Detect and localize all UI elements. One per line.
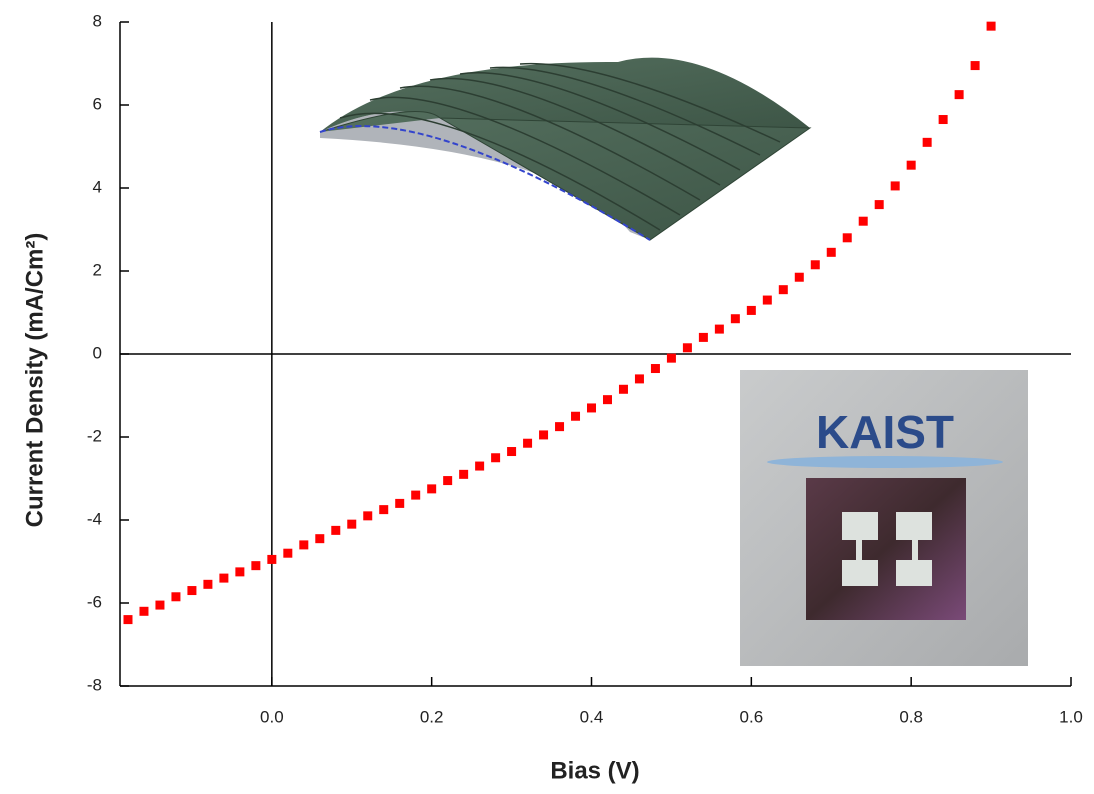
- data-point: [699, 333, 708, 342]
- data-point: [315, 534, 324, 543]
- y-tick-label: 2: [93, 260, 102, 279]
- x-tick-label: 1.0: [1059, 707, 1083, 726]
- data-point: [363, 511, 372, 520]
- photo-logo-text: KAIST: [816, 406, 954, 458]
- data-point: [715, 325, 724, 334]
- data-point: [683, 343, 692, 352]
- y-tick-label: 4: [93, 177, 102, 196]
- data-point: [171, 592, 180, 601]
- data-point: [251, 561, 260, 570]
- data-point: [667, 354, 676, 363]
- data-point: [123, 615, 132, 624]
- data-point: [427, 484, 436, 493]
- y-axis-title: Current Density (mA/Cm²): [21, 233, 48, 528]
- data-point: [379, 505, 388, 514]
- data-point: [155, 601, 164, 610]
- device-illustration: [320, 58, 810, 240]
- data-point: [971, 61, 980, 70]
- data-point: [555, 422, 564, 431]
- data-point: [955, 90, 964, 99]
- data-point: [283, 549, 292, 558]
- data-point: [347, 520, 356, 529]
- x-tick-label: 0.4: [580, 707, 604, 726]
- data-point: [299, 540, 308, 549]
- y-tick-label: 0: [93, 343, 102, 362]
- y-tick-label: -6: [87, 592, 102, 611]
- y-tick-label: 8: [93, 11, 102, 30]
- y-tick-label: -2: [87, 426, 102, 445]
- data-point: [875, 200, 884, 209]
- data-point: [923, 138, 932, 147]
- x-tick-label: 0.2: [420, 707, 444, 726]
- data-point: [475, 462, 484, 471]
- data-point: [267, 555, 276, 564]
- data-point: [651, 364, 660, 373]
- data-point: [331, 526, 340, 535]
- data-point: [235, 567, 244, 576]
- data-point: [459, 470, 468, 479]
- data-point: [443, 476, 452, 485]
- data-point: [139, 607, 148, 616]
- y-tick-label: -8: [87, 675, 102, 694]
- data-point: [635, 374, 644, 383]
- chart: KAIST Bias (V) Current Density (mA/Cm²) …: [0, 0, 1094, 789]
- x-tick-label: 0.8: [899, 707, 923, 726]
- y-tick-label: -4: [87, 509, 102, 528]
- data-point: [523, 439, 532, 448]
- data-point: [747, 306, 756, 315]
- data-point: [843, 233, 852, 242]
- data-point: [731, 314, 740, 323]
- data-point: [187, 586, 196, 595]
- data-point: [939, 115, 948, 124]
- data-point: [603, 395, 612, 404]
- device-photo: KAIST: [740, 370, 1028, 666]
- data-point: [859, 217, 868, 226]
- data-point: [811, 260, 820, 269]
- data-point: [827, 248, 836, 257]
- data-point: [763, 296, 772, 305]
- x-tick-label: 0.0: [260, 707, 284, 726]
- x-axis-title: Bias (V): [550, 757, 639, 784]
- data-point: [571, 412, 580, 421]
- data-point: [795, 273, 804, 282]
- data-point: [619, 385, 628, 394]
- data-point: [203, 580, 212, 589]
- data-point: [987, 22, 996, 31]
- data-point: [507, 447, 516, 456]
- x-tick-label: 0.6: [740, 707, 764, 726]
- data-point: [411, 491, 420, 500]
- data-point: [779, 285, 788, 294]
- data-point: [539, 430, 548, 439]
- data-point: [587, 403, 596, 412]
- data-point: [891, 181, 900, 190]
- data-point: [907, 161, 916, 170]
- data-point: [491, 453, 500, 462]
- y-tick-label: 6: [93, 94, 102, 113]
- data-point: [219, 574, 228, 583]
- page: KAIST Bias (V) Current Density (mA/Cm²) …: [0, 0, 1094, 794]
- data-point: [395, 499, 404, 508]
